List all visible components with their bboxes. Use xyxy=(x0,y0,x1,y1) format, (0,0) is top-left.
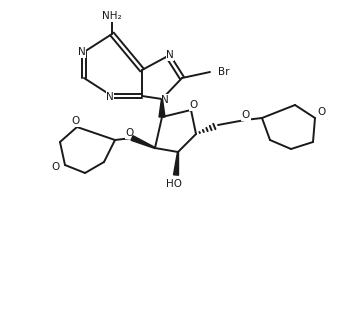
Text: O: O xyxy=(126,128,134,138)
Text: Br: Br xyxy=(218,67,230,77)
Polygon shape xyxy=(174,152,179,175)
Text: O: O xyxy=(72,116,80,126)
Text: N: N xyxy=(78,47,86,57)
Text: HO: HO xyxy=(166,179,182,189)
Text: O: O xyxy=(317,107,325,117)
Text: O: O xyxy=(52,162,60,172)
Text: NH₂: NH₂ xyxy=(102,11,122,21)
Text: N: N xyxy=(166,50,174,60)
Polygon shape xyxy=(159,99,165,117)
Text: N: N xyxy=(106,92,114,102)
Text: O: O xyxy=(242,110,250,120)
Text: O: O xyxy=(190,100,198,110)
Polygon shape xyxy=(131,136,155,148)
Text: N: N xyxy=(161,95,169,105)
